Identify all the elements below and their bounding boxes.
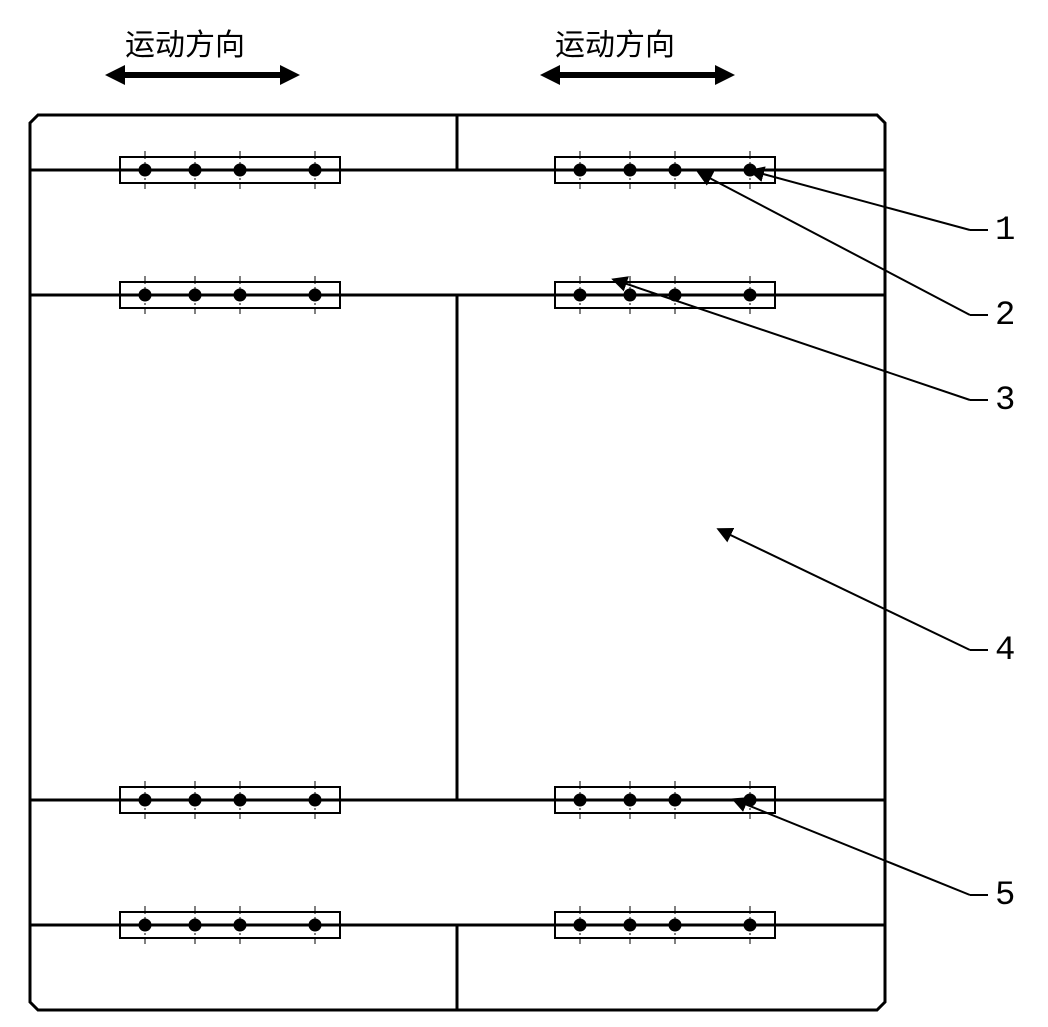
callout-number-4: 4 — [995, 632, 1015, 670]
callout-number-2: 2 — [995, 297, 1015, 335]
callout-number-1: 1 — [995, 212, 1015, 250]
callout-number-5: 5 — [995, 877, 1015, 915]
callout-number-3: 3 — [995, 382, 1015, 420]
motion-direction-label-right: 运动方向 — [555, 20, 675, 64]
technical-diagram — [0, 0, 1048, 1027]
motion-direction-label-left: 运动方向 — [125, 20, 245, 64]
